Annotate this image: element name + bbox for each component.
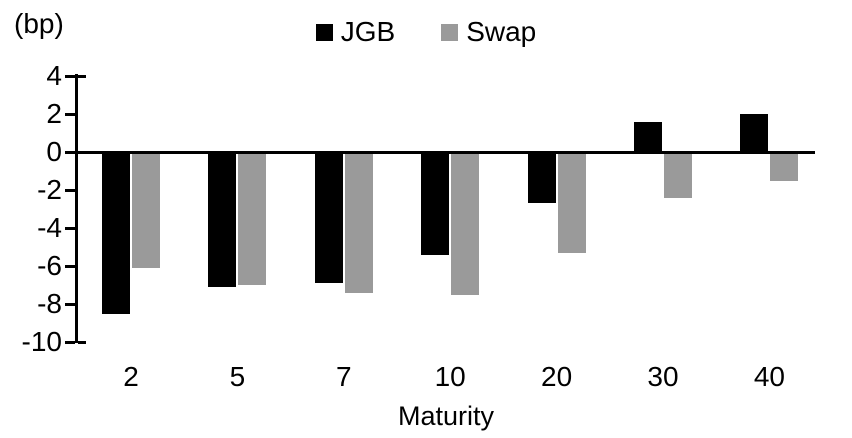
bar-jgb-20 (527, 152, 556, 204)
y-tick--2 (65, 189, 75, 192)
bar-swap-5 (238, 152, 267, 285)
bar-jgb-40 (740, 114, 769, 152)
bar-swap-10 (451, 152, 480, 295)
x-axis-zero-line (75, 150, 815, 154)
bar-swap-20 (557, 152, 586, 253)
y-tick-label-4: 4 (46, 60, 62, 91)
bar-jgb-10 (421, 152, 450, 255)
legend-label-jgb: JGB (340, 16, 396, 47)
y-axis-endcap--10 (78, 341, 86, 344)
bar-jgb-7 (314, 152, 343, 284)
x-tick-label-5: 5 (229, 361, 246, 392)
y-tick--8 (65, 303, 75, 306)
y-tick-label-0: 0 (46, 136, 62, 167)
x-axis-title: Maturity (397, 401, 495, 431)
x-tick-label-7: 7 (336, 361, 352, 392)
x-tick-label-10: 10 (434, 361, 466, 392)
y-tick-label--4: -4 (37, 212, 62, 243)
y-tick-2 (65, 113, 75, 116)
y-axis-line (75, 74, 78, 343)
x-tick-label-30: 30 (647, 361, 679, 392)
bar-swap-40 (770, 152, 799, 181)
y-tick--6 (65, 265, 75, 268)
bar-jgb-5 (208, 152, 237, 287)
bar-swap-30 (664, 152, 692, 198)
legend-item-swap: Swap (441, 18, 536, 46)
y-tick--4 (65, 227, 75, 230)
legend-swatch-jgb-icon (315, 23, 333, 41)
y-tick-0 (65, 151, 75, 154)
bar-jgb-2 (102, 152, 130, 314)
bar-jgb-30 (634, 121, 662, 152)
y-tick--10 (65, 341, 75, 344)
y-axis-endcap-4 (78, 75, 86, 78)
bar-swap-7 (344, 152, 373, 293)
y-tick-label--2: -2 (37, 174, 62, 205)
legend-label-swap: Swap (466, 16, 537, 47)
x-tick-label-40: 40 (753, 361, 785, 392)
x-tick-label-20: 20 (541, 361, 573, 392)
legend-item-jgb: JGB (315, 16, 396, 47)
y-tick-label-2: 2 (46, 98, 62, 129)
x-tick-label-2: 2 (123, 361, 139, 392)
y-tick-label--10: -10 (21, 326, 62, 357)
y-tick-label--6: -6 (37, 250, 62, 281)
y-tick-label--8: -8 (37, 288, 62, 319)
legend-swatch-swap-icon (441, 23, 459, 41)
bar-swap-2 (132, 152, 160, 268)
y-axis-unit-label: (bp) (14, 8, 64, 39)
legend: JGB Swap (0, 18, 852, 46)
y-tick-4 (65, 75, 75, 78)
